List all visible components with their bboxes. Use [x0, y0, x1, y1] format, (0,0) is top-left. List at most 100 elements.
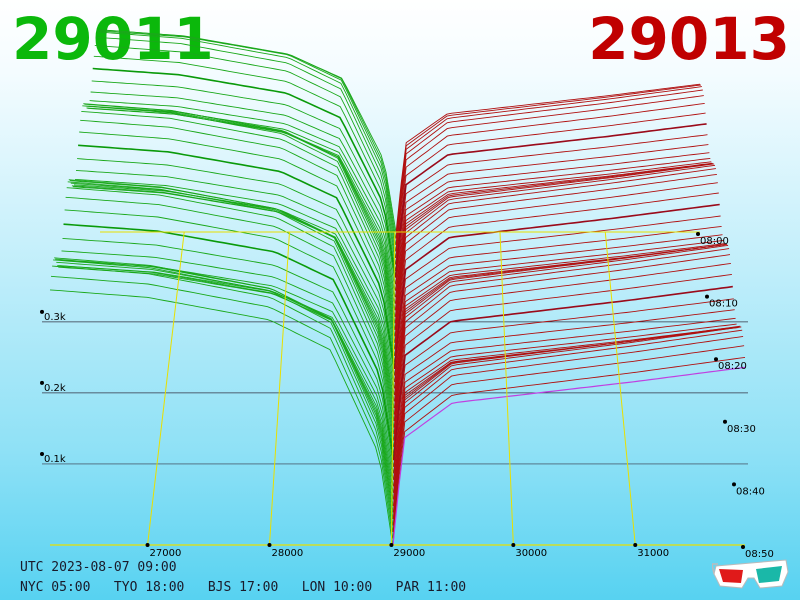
x-gridline — [268, 231, 290, 546]
timezone-clocks: NYC 05:00 TYO 18:00 BJS 17:00 LON 10:00 … — [20, 580, 467, 595]
time-tick-marker — [723, 419, 727, 424]
bid-depth-line — [94, 44, 397, 265]
bid-depth-line — [96, 31, 397, 252]
ask-depth-line — [393, 243, 727, 415]
z-tick-marker — [40, 451, 44, 456]
ask-depth-line — [394, 157, 711, 304]
bid-depth-line — [53, 259, 394, 526]
bid-depth-line — [93, 55, 396, 272]
time-tick-label: 08:40 — [736, 486, 765, 497]
x-gridline — [604, 231, 636, 546]
ask-depth-line — [394, 163, 714, 324]
bid-depth-line — [80, 119, 396, 356]
z-tick-label: 0.2k — [44, 383, 66, 394]
bid-depth-line — [82, 105, 396, 343]
ask-depth-line — [394, 123, 707, 278]
bid-depth-line — [61, 250, 394, 474]
time-tick-label: 08:30 — [727, 424, 756, 435]
z-tick-marker — [40, 380, 44, 385]
ask-depth-line — [393, 243, 728, 422]
ask-front-line — [392, 366, 746, 546]
ask-depth-line — [392, 356, 746, 546]
time-tick-marker — [696, 232, 700, 236]
ask-depth-line — [394, 164, 716, 337]
ask-depth-line — [394, 240, 724, 396]
bid-depth-line — [49, 289, 394, 546]
ask-depth-line — [394, 234, 723, 389]
ask-depth-line — [392, 345, 745, 539]
utc-time: UTC 2023-08-07 09:00 — [20, 560, 177, 575]
ask-depth-line — [393, 243, 725, 402]
x-tick-label: 30000 — [515, 548, 547, 559]
ask-depth-line — [395, 134, 708, 285]
x-tick-marker — [267, 543, 272, 547]
bid-depth-line — [67, 181, 395, 435]
bid-depth-line — [88, 105, 396, 304]
ask-depth-line — [392, 326, 742, 519]
ask-depth-line — [394, 215, 721, 376]
bid-depth-line — [55, 258, 394, 513]
time-tick-label: 08:10 — [709, 299, 738, 310]
ask-depth-line — [394, 192, 719, 363]
ask-depth-line — [394, 173, 717, 350]
bid-depth-line — [75, 169, 395, 383]
bid-depth-line — [71, 185, 395, 409]
bid-depth-line — [78, 144, 396, 370]
x-tick-marker — [389, 543, 394, 547]
time-tick-marker — [732, 482, 736, 487]
ask-depth-line — [395, 95, 704, 259]
ask-depth-line — [393, 262, 731, 448]
x-tick-label: 31000 — [637, 548, 669, 559]
time-tick-marker — [741, 545, 745, 549]
ask-depth-line — [393, 285, 733, 461]
ask-depth-line — [393, 317, 736, 480]
ask-depth-line — [392, 325, 741, 513]
bid-price: 29011 — [12, 5, 214, 73]
bid-depth-line — [50, 275, 394, 539]
x-tick-marker — [633, 543, 638, 547]
bid-depth-line — [83, 103, 396, 337]
bid-depth-line — [97, 29, 397, 246]
ask-depth-line — [392, 329, 743, 526]
ask-depth-line — [393, 323, 737, 487]
ask-price: 29013 — [588, 5, 790, 73]
ask-depth-line — [393, 254, 731, 441]
ask-depth-line — [394, 163, 715, 330]
time-tick-label: 08:50 — [745, 549, 774, 560]
z-tick-label: 0.1k — [44, 454, 66, 465]
bid-depth-line — [60, 259, 394, 480]
bid-depth-line — [63, 223, 395, 461]
bid-depth-line — [68, 179, 395, 428]
bid-depth-line — [65, 196, 395, 448]
x-tick-label: 29000 — [393, 548, 425, 559]
ask-depth-line — [395, 84, 701, 239]
bid-depth-line — [89, 100, 396, 298]
ask-depth-line — [392, 335, 744, 533]
3d-glasses-icon[interactable] — [712, 556, 792, 590]
bid-depth-line — [74, 178, 395, 389]
time-tick-marker — [705, 294, 709, 299]
bid-depth-line — [77, 158, 395, 376]
bid-depth-line — [90, 91, 396, 291]
ask-depth-line — [393, 298, 734, 467]
ask-depth-line — [393, 326, 738, 493]
bid-depth-line — [64, 209, 395, 454]
ask-depth-line — [395, 86, 702, 246]
ask-depth-line — [393, 203, 720, 369]
ask-depth-line — [393, 273, 732, 454]
x-tick-marker — [511, 543, 516, 547]
x-tick-label: 28000 — [271, 548, 303, 559]
z-tick-marker — [40, 309, 44, 314]
ask-depth-line — [392, 327, 739, 500]
time-tick-label: 08:00 — [700, 236, 729, 247]
ask-depth-line — [395, 152, 710, 298]
bid-depth-line — [57, 265, 394, 500]
ask-depth-line — [393, 309, 735, 474]
bid-depth-line — [52, 265, 394, 533]
time-tick-marker — [714, 357, 718, 362]
ask-depth-line — [395, 112, 706, 272]
bid-depth-line — [91, 80, 396, 285]
bid-depth-line — [70, 182, 395, 415]
ask-depth-line — [393, 248, 730, 435]
